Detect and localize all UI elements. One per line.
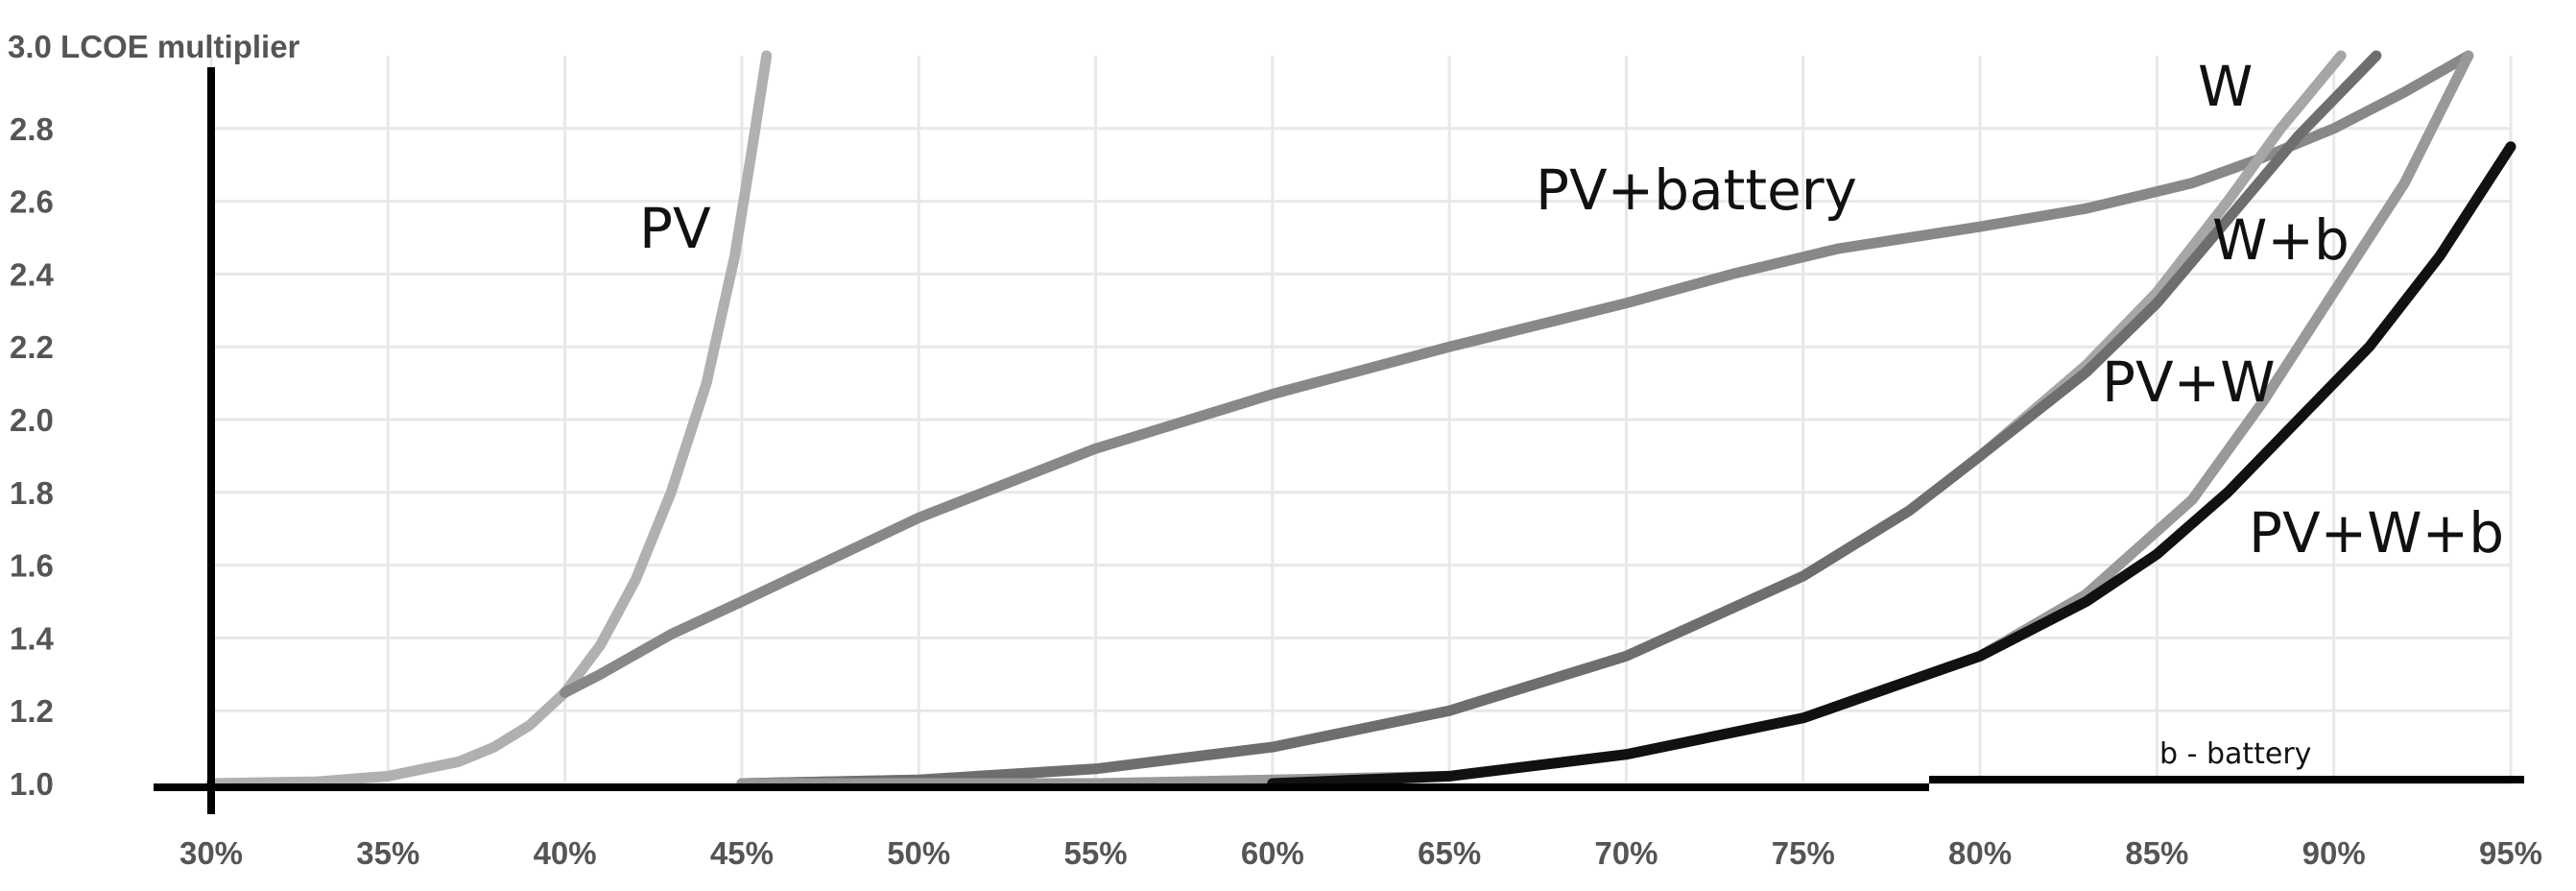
- series-line-w-plus-b: [736, 50, 2382, 789]
- x-tick-label: 75%: [1772, 835, 1835, 871]
- y-tick-label: 2.6: [10, 184, 54, 220]
- axes: [154, 67, 2524, 814]
- x-tick-label: 50%: [887, 835, 950, 871]
- series-label-pv-plus-battery: PV+battery: [1536, 157, 1857, 223]
- battery-note: b - battery: [2159, 737, 2311, 771]
- series-group: [205, 50, 2516, 789]
- x-tick-label: 60%: [1241, 835, 1304, 871]
- y-tick-label: 1.2: [10, 693, 54, 729]
- y-axis-title: 3.0 LCOE multiplier: [8, 29, 300, 64]
- y-tick-label: 1.0: [10, 766, 54, 802]
- y-tick-label: 2.0: [10, 402, 54, 438]
- y-tick-label: 2.8: [10, 111, 54, 147]
- x-tick-label: 85%: [2125, 835, 2188, 871]
- x-tick-label: 45%: [710, 835, 774, 871]
- y-tick-label: 2.2: [10, 329, 54, 365]
- series-label-pv-plus-w: PV+W: [2102, 349, 2276, 415]
- series-label-w-plus-b: W+b: [2212, 207, 2349, 273]
- y-tick-label: 1.4: [10, 620, 55, 656]
- x-tick-label: 80%: [1948, 835, 2012, 871]
- x-tick-label: 70%: [1594, 835, 1658, 871]
- series-label-pv: PV: [639, 196, 711, 261]
- x-tick-label: 35%: [356, 835, 419, 871]
- series-line-pv-plus-battery: [560, 50, 2474, 698]
- grid: [209, 56, 2513, 785]
- tick-labels: 30% 35% 40% 45% 50% 55% 60% 65% 70% 75% 80% 85% 90% 9…: [10, 111, 2542, 871]
- series-label-w: W: [2198, 54, 2253, 119]
- y-tick-label: 1.8: [10, 475, 54, 511]
- series-line-pv: [205, 50, 773, 789]
- series-labels: PV PV+battery W W+b PV+W PV+W+b: [639, 54, 2504, 566]
- x-tick-label: 55%: [1064, 835, 1128, 871]
- x-tick-label: 30%: [179, 835, 243, 871]
- series-label-pv-plus-w-plus-b: PV+W+b: [2249, 500, 2504, 566]
- y-tick-label: 1.6: [10, 548, 54, 584]
- x-tick-label: 40%: [534, 835, 597, 871]
- x-tick-label: 95%: [2479, 835, 2542, 871]
- y-tick-label: 2.4: [10, 256, 55, 292]
- x-tick-label: 90%: [2302, 835, 2366, 871]
- series-line-pv-plus-w-plus-b: [1267, 141, 2516, 789]
- x-tick-label: 65%: [1418, 835, 1481, 871]
